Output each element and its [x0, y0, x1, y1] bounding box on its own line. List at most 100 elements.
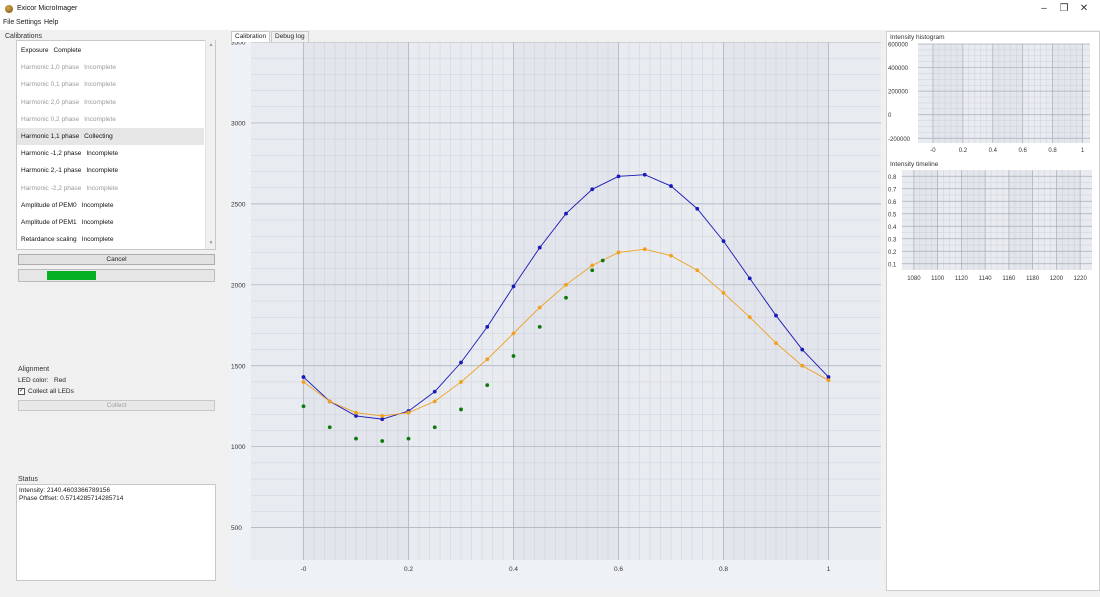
y-tick-label: 3000 — [231, 120, 246, 127]
calibration-item-status: Complete — [53, 47, 82, 54]
menu-bar: File Settings Help — [0, 18, 1100, 30]
x-tick-label: 0.2 — [404, 566, 413, 573]
calibration-item-status: Incomplete — [84, 81, 116, 89]
scroll-up-icon[interactable]: ▲ — [208, 42, 214, 48]
calibration-item-name: Harmonic 0,1 phase — [21, 81, 80, 89]
calibration-item-name: Harmonic 2,-1 phase — [21, 167, 82, 175]
data-point — [459, 380, 463, 384]
led-color-label: LED color: — [18, 377, 49, 384]
y-tick-label: 0.3 — [888, 237, 897, 243]
data-point — [511, 331, 516, 336]
data-point — [590, 187, 595, 192]
y-tick-label: 1000 — [231, 444, 246, 451]
window-title: Exicor MicroImager — [17, 5, 78, 12]
calibration-item[interactable]: Exposure Complete — [17, 42, 204, 59]
y-tick-label: 2500 — [231, 201, 246, 208]
y-tick-label: 500 — [231, 525, 242, 532]
scroll-down-icon[interactable]: ▼ — [208, 240, 214, 246]
data-point — [747, 315, 752, 320]
data-point — [800, 363, 805, 368]
collect-button[interactable]: Collect — [18, 400, 215, 411]
calibration-item[interactable]: Amplitude of PEM1 Incomplete — [17, 214, 204, 231]
tab-debug-log[interactable]: Debug log — [271, 31, 309, 42]
calibration-item-name: Harmonic 0,2 phase — [21, 115, 80, 123]
y-tick-label: 200000 — [888, 90, 909, 96]
y-tick-label: -200000 — [888, 137, 911, 143]
calibration-item-name: Harmonic -2,2 phase — [21, 184, 82, 192]
data-point — [406, 436, 411, 441]
restore-button[interactable]: ❐ — [1059, 3, 1069, 14]
y-tick-label: 0.4 — [888, 225, 897, 231]
menu-help[interactable]: Help — [44, 19, 59, 26]
calibration-item[interactable]: Harmonic 2,0 phase Incomplete — [17, 94, 204, 111]
progress-fill — [47, 271, 96, 280]
x-tick-label: -0 — [930, 148, 936, 154]
alignment-title: Alignment — [18, 366, 50, 373]
calibration-item-status: Incomplete — [81, 236, 114, 244]
data-point — [354, 410, 358, 415]
y-tick-label: 0.8 — [888, 175, 897, 181]
calibrations-scrollbar[interactable]: ▲ ▼ — [205, 40, 215, 249]
calibration-item-status: Incomplete — [84, 98, 116, 106]
data-point — [380, 414, 385, 418]
calibration-item-status: Collecting — [84, 133, 113, 140]
data-point — [695, 268, 700, 273]
data-point — [380, 439, 385, 443]
x-tick-label: 1120 — [955, 276, 969, 282]
data-point — [327, 425, 332, 430]
data-point — [301, 375, 306, 379]
data-point — [537, 305, 542, 310]
menu-file[interactable]: File — [3, 19, 15, 26]
calibration-item-status: Incomplete — [81, 201, 114, 209]
calibration-item[interactable]: Harmonic 1,0 phase Incomplete — [17, 59, 204, 76]
calibration-item-status: Incomplete — [84, 115, 116, 123]
data-point — [485, 357, 490, 362]
x-tick-label: 1100 — [931, 276, 945, 282]
calibration-item[interactable]: Harmonic 0,2 phase Incomplete — [17, 111, 204, 128]
data-point — [616, 250, 621, 255]
x-tick-label: -0 — [301, 566, 307, 573]
status-title: Status — [18, 476, 38, 483]
calibration-item-name: Amplitude of PEM0 — [21, 201, 77, 209]
data-point — [327, 399, 332, 404]
calibration-item[interactable]: Harmonic 2,-1 phase Incomplete — [17, 162, 204, 179]
calibration-item-name: Amplitude of PEM1 — [21, 219, 77, 226]
calibration-item[interactable]: Harmonic 0,1 phase Incomplete — [17, 76, 204, 93]
status-box: Intensity: 2140.4603366789156 Phase Offs… — [16, 484, 216, 581]
data-point — [301, 404, 306, 409]
minimize-button[interactable]: – — [1041, 3, 1047, 14]
data-point — [826, 378, 831, 383]
data-point — [642, 172, 647, 177]
calibration-item[interactable]: Harmonic -1,2 phase Incomplete — [17, 145, 204, 162]
tab-calibration[interactable]: Calibration — [231, 31, 271, 42]
calibration-item[interactable]: Harmonic -2,2 phase Incomplete — [17, 180, 204, 197]
data-point — [406, 410, 411, 415]
data-point — [354, 436, 358, 441]
data-point — [564, 295, 568, 300]
calibration-item-name: Harmonic 2,0 phase — [21, 98, 80, 106]
data-point — [485, 325, 490, 329]
x-tick-label: 0.8 — [1048, 148, 1057, 154]
intensity-timeline-chart: Intensity timeline 1080 1100 1120 1140 1160 11… — [888, 161, 1092, 282]
data-point — [600, 258, 605, 263]
y-tick-label: 0.5 — [888, 212, 897, 218]
close-button[interactable]: ✕ — [1079, 3, 1089, 14]
x-tick-label: 0.6 — [614, 566, 623, 573]
data-point — [511, 284, 516, 289]
x-tick-label: 1160 — [1002, 276, 1016, 282]
collect-all-checkbox[interactable]: ✓ — [18, 388, 25, 395]
cancel-button[interactable]: Cancel — [18, 254, 215, 265]
calibration-item-status: Incomplete — [86, 184, 119, 192]
calibration-item-name: Retardance scaling — [21, 236, 77, 244]
calibration-item[interactable]: Harmonic 1,1 phase Collecting — [17, 128, 204, 145]
calibration-item[interactable]: Amplitude of PEM0 Incomplete — [17, 197, 204, 214]
y-tick-label: 2000 — [231, 282, 246, 289]
menu-settings[interactable]: Settings — [16, 19, 42, 26]
calibration-item[interactable]: Retardance scaling Incomplete — [17, 231, 204, 248]
data-point — [354, 414, 358, 418]
led-color-value: Red — [54, 377, 66, 384]
y-tick-label: 0.2 — [888, 250, 897, 256]
y-tick-label: 1500 — [231, 363, 246, 370]
calibration-item-status: Incomplete — [86, 150, 119, 158]
data-point — [459, 360, 463, 365]
